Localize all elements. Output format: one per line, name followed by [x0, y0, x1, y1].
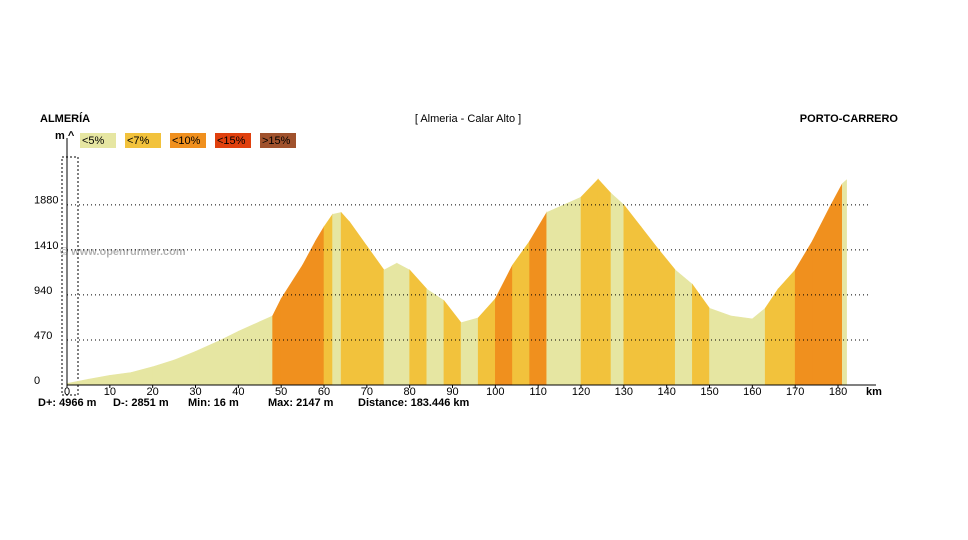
elevation-segment [512, 240, 530, 386]
chart-title: [ Almeria - Calar Alto ] [415, 113, 521, 125]
elevation-segment [173, 351, 196, 386]
elevation-segment [812, 207, 830, 386]
elevation-segment [709, 307, 732, 386]
x-tick-label: 60 [318, 386, 330, 398]
elevation-segment [610, 192, 625, 386]
elevation-segment [495, 265, 513, 386]
elevation-segment [409, 269, 428, 386]
elevation-segment [674, 269, 693, 386]
y-unit: m ^ [55, 130, 75, 142]
y-tick-label: 0 [34, 375, 40, 387]
elevation-segment [730, 315, 753, 386]
x-tick-label: 160 [743, 386, 761, 398]
stat: D-: 2851 m [113, 397, 169, 409]
elevation-segment [460, 317, 479, 386]
elevation-segment [238, 321, 261, 386]
legend-label: <10% [172, 135, 201, 147]
x-tick-label: 110 [529, 386, 547, 398]
elevation-segment [109, 372, 132, 386]
legend-swatch [125, 133, 161, 148]
legend-label: <5% [82, 135, 105, 147]
y-tick-label: 1880 [34, 195, 58, 207]
x-tick-label: 100 [486, 386, 504, 398]
start-marker [61, 156, 79, 396]
legend-swatch [215, 133, 251, 148]
elevation-segment [332, 212, 342, 386]
x-tick-label: 50 [275, 386, 287, 398]
elevation-segment [640, 226, 659, 386]
x-tick-label: 90 [446, 386, 458, 398]
stat: Distance: 183.446 km [358, 397, 470, 409]
elevation-segment [426, 288, 445, 386]
elevation-segment [130, 366, 153, 386]
stat: Min: 16 m [188, 397, 239, 409]
elevation-segment [366, 245, 385, 386]
elevation-segment [841, 179, 847, 386]
elevation-segment [396, 262, 410, 386]
elevation-segment [657, 248, 676, 386]
x-tick-label: 130 [615, 386, 633, 398]
x-tick-label: 80 [404, 386, 416, 398]
x-tick-label: 170 [786, 386, 804, 398]
x-tick-label: 120 [572, 386, 590, 398]
elevation-segment [623, 203, 642, 386]
x-tick-label: 150 [700, 386, 718, 398]
elevation-segment [272, 298, 282, 386]
legend-label: >15% [262, 135, 291, 147]
legend-swatch [80, 133, 116, 148]
legend-label: <15% [217, 135, 246, 147]
elevation-segment [829, 183, 843, 386]
elevation-segment [764, 288, 779, 386]
elevation-segment [692, 283, 710, 386]
x-tick-label: 0 [64, 386, 70, 398]
elevation-segment [315, 225, 325, 386]
elevation-segment [302, 241, 316, 386]
y-tick-label: 1410 [34, 240, 58, 252]
elevation-segment [794, 240, 813, 386]
y-tick-label: 470 [34, 330, 52, 342]
elevation-segment [323, 213, 333, 386]
end-label: PORTO-CARRERO [800, 113, 899, 125]
elevation-segment [195, 341, 218, 386]
elevation-segment [66, 378, 89, 386]
x-tick-label: 180 [829, 386, 847, 398]
x-unit: km [866, 386, 882, 398]
y-tick-label: 940 [34, 285, 52, 297]
x-tick-label: 140 [657, 386, 675, 398]
elevation-segment [259, 315, 273, 386]
elevation-segment [777, 269, 796, 386]
start-label: ALMERÍA [40, 112, 90, 125]
elevation-segment [529, 211, 548, 386]
elevation-segment [216, 330, 239, 386]
stat: D+: 4966 m [38, 397, 97, 409]
x-tick-label: 20 [147, 386, 159, 398]
x-tick-label: 70 [361, 386, 373, 398]
elevation-segment [88, 375, 111, 386]
x-tick-label: 30 [189, 386, 201, 398]
legend-swatch [260, 133, 296, 148]
elevation-segment [597, 178, 612, 386]
legend-label: <7% [127, 135, 150, 147]
stat: Max: 2147 m [268, 397, 334, 409]
x-tick-label: 10 [104, 386, 116, 398]
elevation-segment [349, 221, 368, 386]
elevation-segment [152, 359, 175, 386]
legend-swatch [170, 133, 206, 148]
x-tick-label: 40 [232, 386, 244, 398]
elevation-segment [563, 196, 582, 386]
elevation-segment [580, 178, 599, 386]
elevation-segment [443, 299, 462, 386]
elevation-segment [280, 264, 303, 386]
elevation-segment [477, 297, 496, 386]
elevation-segment [383, 262, 398, 386]
elevation-segment [752, 307, 766, 386]
watermark: © www.openrunner.com [60, 246, 186, 258]
elevation-segment [340, 211, 351, 386]
